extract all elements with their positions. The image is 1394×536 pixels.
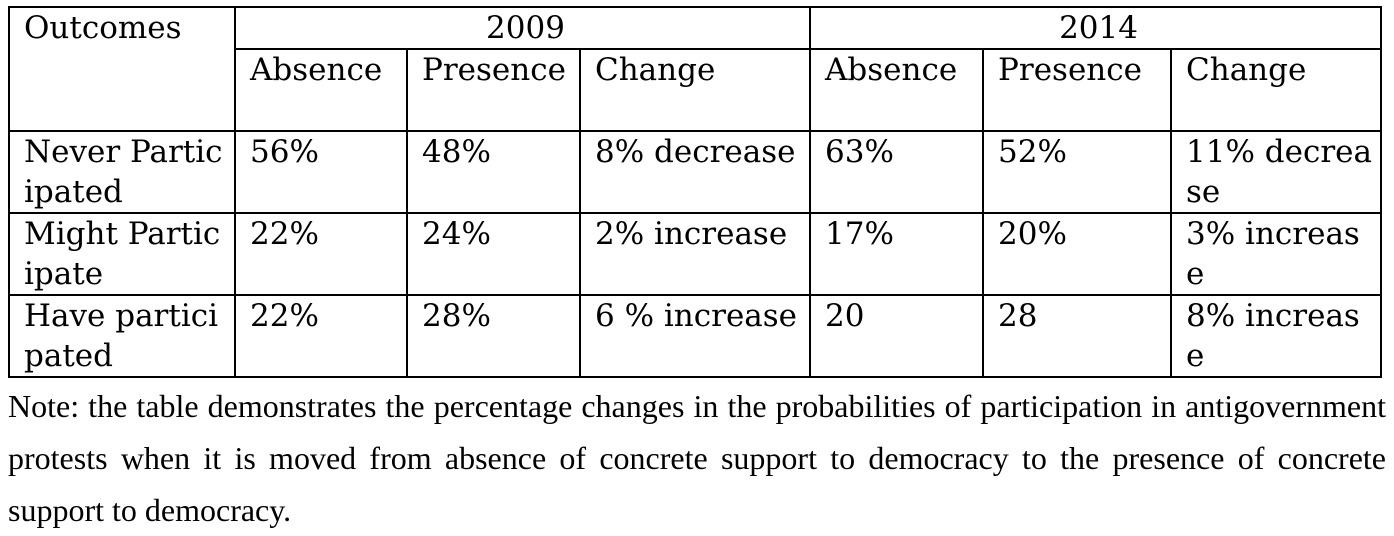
header-year-2014: 2014 [809,6,1383,50]
subheader-absence-2009: Absence [234,48,408,132]
table-cell: 22% [234,212,408,296]
table-cell: 8% increase [1170,294,1383,378]
table-header-row-years: Outcomes 2009 2014 [8,6,1383,132]
subheader-presence-2009: Presence [406,48,581,132]
table-cell: 20% [982,212,1173,296]
table-cell: 52% [982,130,1173,214]
table-cell: 8% decrease [578,130,812,214]
subheader-change-2009: Change [578,48,812,132]
header-outcomes: Outcomes [8,6,236,132]
row-label: Might Participate [8,212,236,296]
subheader-change-2014: Change [1170,48,1383,132]
results-table: Outcomes 2009 2014 Absence Presence Chan… [8,6,1383,378]
row-label: Have participated [8,294,236,378]
table-cell: 24% [406,212,581,296]
subheader-presence-2014: Presence [982,48,1173,132]
table-cell: 48% [406,130,581,214]
table-cell: 3% increase [1170,212,1383,296]
document-body: Outcomes 2009 2014 Absence Presence Chan… [8,6,1386,536]
table-header-row-measures: Absence Presence Change Absence Presence… [9,48,1383,132]
table-cell: 20 [809,294,985,378]
table-cell: 11% decrease [1170,130,1383,214]
table-row: Never Participated 56% 48% 8% decrease 6… [8,130,1383,214]
table-cell: 56% [234,130,408,214]
subheader-absence-2014: Absence [809,48,985,132]
row-label: Never Participated [8,130,236,214]
header-year-2009: 2009 [233,6,812,50]
table-cell: 17% [809,212,985,296]
table-row: Have participated 22% 28% 6 % increase 2… [8,294,1383,378]
table-cell: 6 % increase [578,294,812,378]
table-cell: 22% [234,294,408,378]
table-row: Might Participate 22% 24% 2% increase 17… [8,212,1383,296]
table-note: Note: the table demonstrates the percent… [8,388,1386,528]
table-cell: 28 [982,294,1173,378]
table-cell: 2% increase [578,212,812,296]
table-cell: 63% [809,130,985,214]
table-cell: 28% [406,294,581,378]
